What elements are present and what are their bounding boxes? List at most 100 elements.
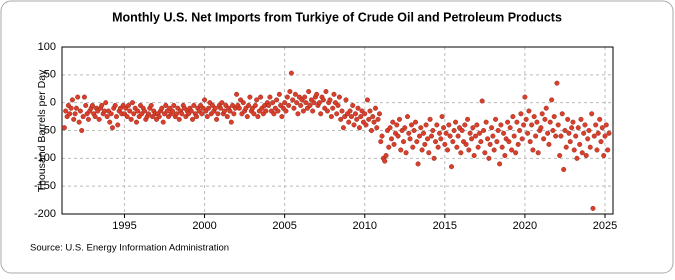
point — [159, 105, 165, 111]
point — [583, 153, 589, 159]
point — [391, 141, 397, 147]
point — [85, 116, 91, 122]
y-axis-label: Thousand Barrels per Day — [36, 69, 48, 192]
point — [127, 108, 133, 114]
point — [275, 108, 281, 114]
point — [336, 94, 342, 100]
point — [538, 125, 544, 131]
point — [543, 105, 549, 111]
point — [334, 111, 340, 117]
point — [374, 125, 380, 131]
point — [351, 122, 357, 128]
point — [529, 122, 535, 128]
point — [112, 102, 118, 108]
point — [67, 111, 73, 117]
point — [96, 116, 102, 122]
point — [145, 111, 151, 117]
point — [414, 139, 420, 145]
y-tick-label: 0 — [50, 97, 56, 109]
point — [376, 111, 382, 117]
point — [487, 141, 493, 147]
point — [404, 114, 410, 120]
point — [219, 100, 225, 106]
point — [462, 122, 468, 128]
point — [314, 91, 320, 97]
point — [514, 119, 520, 125]
point — [463, 141, 469, 147]
point — [347, 108, 353, 114]
point — [379, 133, 385, 139]
point — [331, 91, 337, 97]
point — [356, 125, 362, 131]
point — [558, 133, 564, 139]
point — [579, 150, 585, 156]
x-tick-label: 2005 — [272, 220, 296, 232]
point — [575, 125, 581, 131]
point — [523, 116, 529, 122]
x-tick-label: 2020 — [513, 220, 537, 232]
point — [324, 108, 330, 114]
point — [421, 130, 427, 136]
point — [263, 108, 269, 114]
point — [442, 141, 448, 147]
point — [449, 164, 455, 170]
point — [311, 100, 317, 106]
point — [413, 119, 419, 125]
point — [254, 97, 260, 103]
point — [76, 119, 82, 125]
chart-title: Monthly U.S. Net Imports from Turkiye of… — [112, 10, 562, 24]
point — [282, 100, 288, 106]
point — [441, 125, 447, 131]
point — [519, 136, 525, 142]
point — [499, 144, 505, 150]
point — [571, 147, 577, 153]
point — [323, 89, 329, 95]
point — [335, 102, 341, 108]
point — [591, 133, 597, 139]
point — [77, 108, 83, 114]
point — [486, 155, 492, 161]
source: Source: U.S. Energy Information Administ… — [30, 243, 229, 254]
point — [561, 166, 567, 172]
y-tick-label: -50 — [40, 124, 56, 136]
point — [61, 125, 67, 131]
point — [489, 125, 495, 131]
x-tick-label: 1995 — [112, 220, 136, 232]
point — [228, 119, 234, 125]
point — [563, 144, 569, 150]
point — [292, 91, 298, 97]
point — [302, 94, 308, 100]
point — [179, 111, 185, 117]
point — [170, 108, 176, 114]
plot-border — [61, 46, 614, 215]
point — [163, 102, 169, 108]
point — [218, 105, 224, 111]
point — [212, 105, 218, 111]
point — [490, 133, 496, 139]
y-tick-label: -150 — [34, 180, 56, 192]
point — [267, 94, 273, 100]
point — [547, 119, 553, 125]
point — [363, 122, 369, 128]
point — [124, 114, 130, 120]
x-tick-label: 2010 — [352, 220, 376, 232]
point — [81, 94, 87, 100]
point — [446, 122, 452, 128]
point — [522, 94, 528, 100]
point — [156, 114, 162, 120]
point — [495, 127, 501, 133]
point — [115, 122, 121, 128]
point — [258, 94, 264, 100]
point — [298, 102, 304, 108]
point — [202, 97, 208, 103]
point — [507, 125, 513, 131]
point — [545, 130, 551, 136]
point — [447, 133, 453, 139]
point — [367, 108, 373, 114]
point — [92, 114, 98, 120]
point — [594, 147, 600, 153]
point — [587, 144, 593, 150]
point — [467, 130, 473, 136]
